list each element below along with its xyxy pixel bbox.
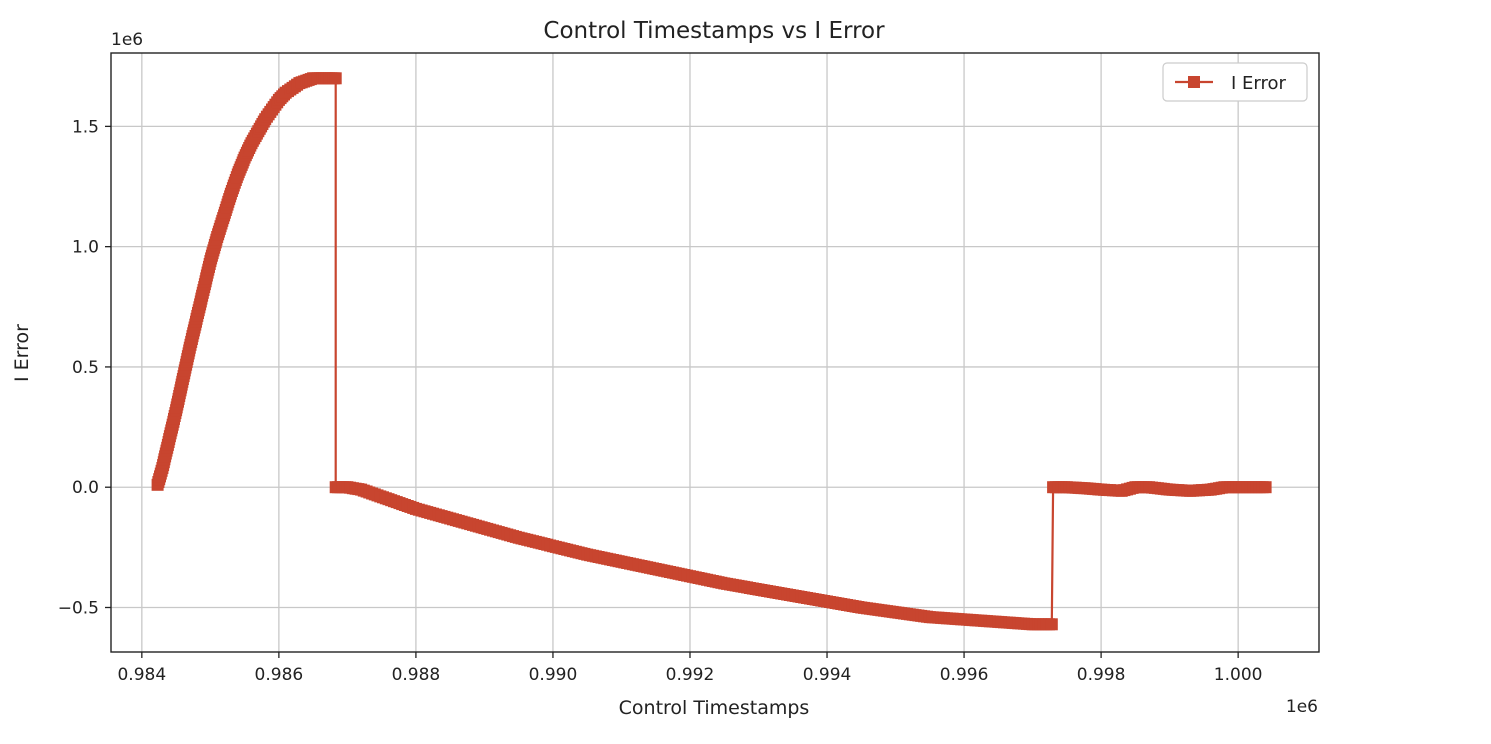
x-tick-label: 0.998 bbox=[1077, 665, 1126, 685]
y-tick-label: 1.0 bbox=[72, 238, 99, 258]
x-tick-label: 0.994 bbox=[803, 665, 852, 685]
y-axis-title: I Error bbox=[11, 324, 33, 382]
x-axis: 0.984 0.986 0.988 0.990 0.992 0.994 0.996 0.998… bbox=[117, 652, 1262, 685]
legend-label: I Error bbox=[1231, 73, 1287, 94]
series-line bbox=[156, 77, 1266, 626]
chart-title: Control Timestamps vs I Error bbox=[543, 18, 885, 44]
y-tick-label: 0.5 bbox=[72, 358, 99, 378]
legend-box bbox=[1162, 62, 1308, 102]
legend-marker-swatch bbox=[1188, 76, 1200, 88]
y-tick-label: 1.5 bbox=[72, 117, 99, 137]
data-point-marker bbox=[1045, 618, 1058, 631]
data-layer bbox=[151, 72, 1272, 631]
grid bbox=[111, 53, 1319, 652]
x-axis-title: Control Timestamps bbox=[619, 697, 810, 719]
y-tick-label: 0.0 bbox=[72, 478, 99, 498]
y-tick-label: −0.5 bbox=[58, 598, 99, 618]
data-point-marker bbox=[1259, 481, 1272, 494]
x-tick-label: 0.988 bbox=[392, 665, 441, 685]
x-tick-label: 1.000 bbox=[1214, 665, 1263, 685]
y-axis: −0.5 0.0 0.5 1.0 1.5 bbox=[58, 117, 111, 618]
plot-frame bbox=[110, 52, 1320, 653]
x-tick-label: 0.990 bbox=[529, 665, 578, 685]
x-tick-label: 0.996 bbox=[940, 665, 989, 685]
x-tick-label: 0.992 bbox=[666, 665, 715, 685]
legend: I Error bbox=[1162, 62, 1308, 102]
x-tick-label: 0.984 bbox=[117, 665, 166, 685]
x-tick-label: 0.986 bbox=[255, 665, 304, 685]
data-point-marker bbox=[329, 72, 342, 85]
y-offset-label: 1e6 bbox=[111, 30, 143, 50]
x-offset-label: 1e6 bbox=[1286, 697, 1318, 717]
